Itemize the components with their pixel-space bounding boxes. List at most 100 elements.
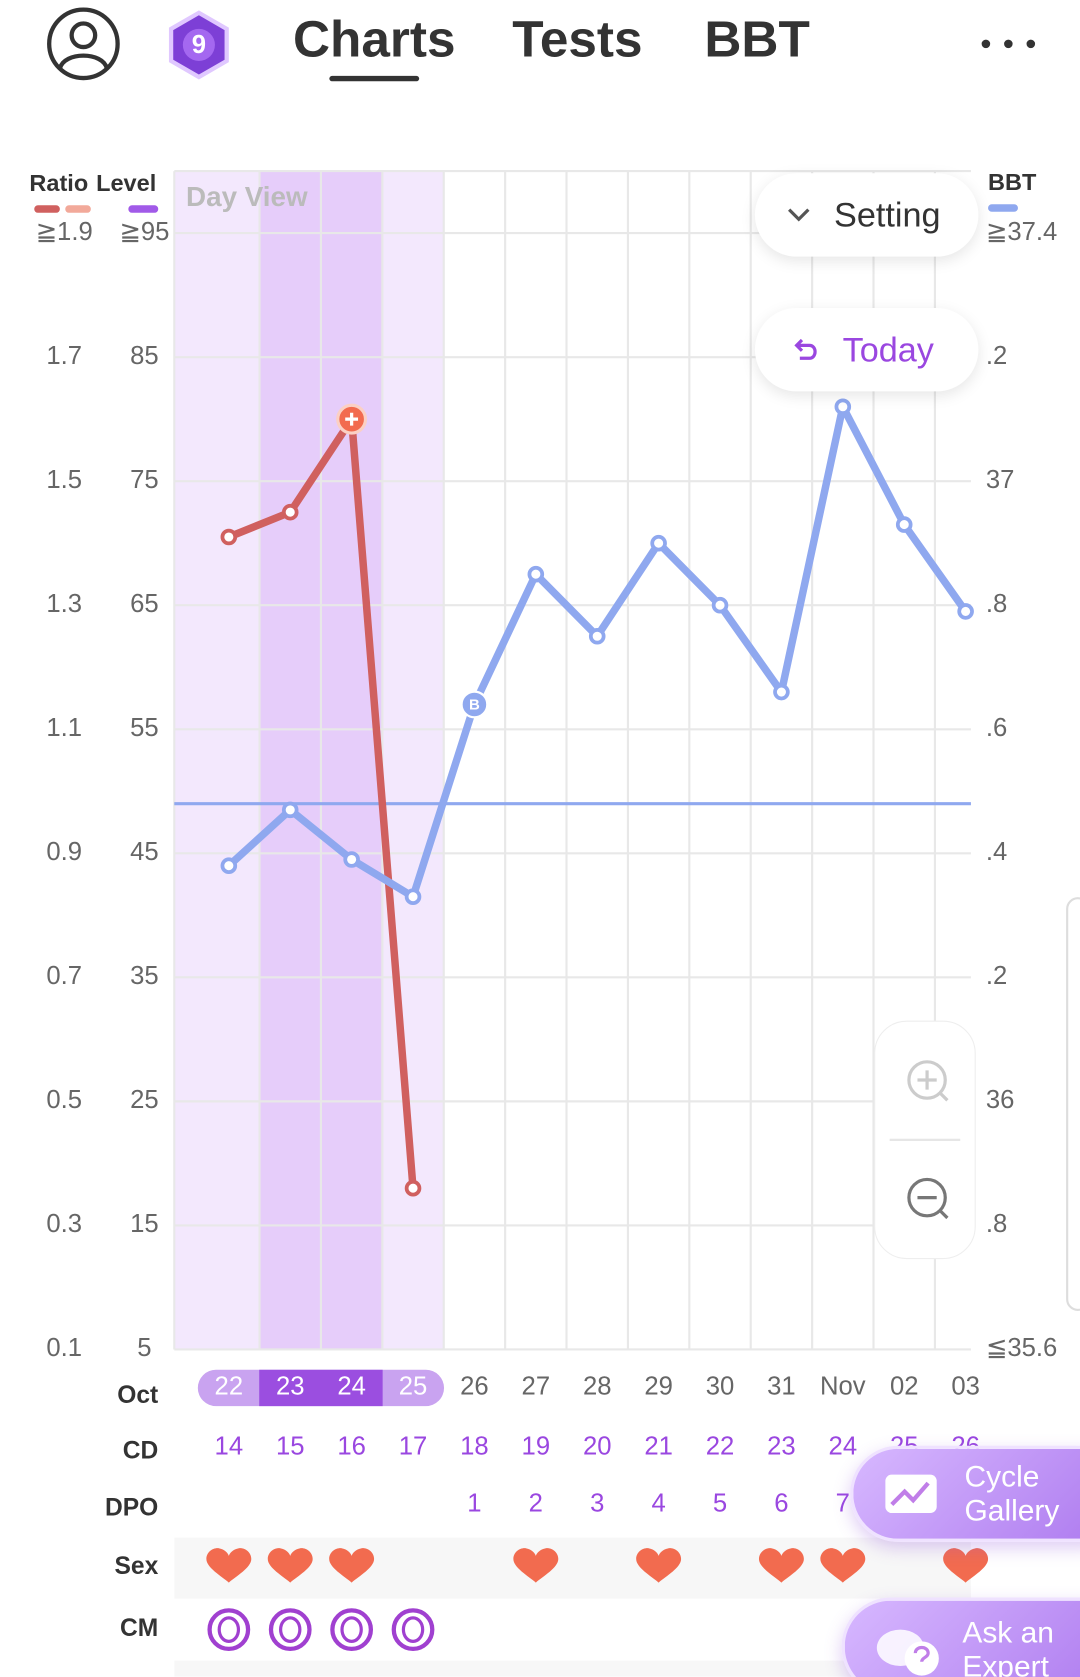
y2-tick-label: ≦35.6 <box>986 1334 1057 1362</box>
zoom-out[interactable] <box>907 1177 947 1218</box>
chart-title: Day View <box>186 181 308 212</box>
chevron-path <box>788 208 810 222</box>
row-value: 1 <box>467 1489 481 1517</box>
x-tick-label: 26 <box>460 1373 489 1401</box>
row-value: 19 <box>522 1433 551 1461</box>
badge-inner <box>182 28 215 61</box>
cycle-gallery-button[interactable]: Cycle Gallery <box>850 1445 1080 1542</box>
level-tick-label: 35 <box>130 962 159 990</box>
x-tick-label: 24 <box>337 1373 366 1401</box>
row-value: 6 <box>774 1489 788 1517</box>
row-value: 4 <box>651 1489 665 1517</box>
gallery-icon <box>885 1474 937 1514</box>
ask-expert-button[interactable]: Ask an Expert <box>841 1597 1080 1677</box>
question-mark <box>913 1645 930 1662</box>
row-value: 22 <box>706 1433 735 1461</box>
setting-button[interactable]: Setting <box>754 173 979 257</box>
level-tick-label: 5 <box>137 1334 151 1362</box>
x-tick-label: Nov <box>820 1373 866 1401</box>
y2-tick-label: .2 <box>986 342 1007 370</box>
row-label: Oct <box>117 1382 158 1409</box>
row-value: 24 <box>829 1433 858 1461</box>
chat-icon <box>876 1629 939 1676</box>
data-point <box>834 398 852 416</box>
y-tick-label: 1.1 <box>46 714 82 742</box>
level-tick-label: 65 <box>130 590 159 618</box>
heart <box>267 1548 313 1583</box>
ask-expert-label: Ask an Expert <box>962 1615 1054 1677</box>
cm-icon-inner <box>279 1616 302 1643</box>
row-value: 23 <box>767 1433 796 1461</box>
row-label: CM <box>120 1615 158 1642</box>
x-tick-label: 30 <box>706 1373 735 1401</box>
data-point <box>773 683 790 701</box>
cm-row-bg <box>174 1660 971 1677</box>
data-point <box>220 528 238 546</box>
avatar-head <box>69 21 98 50</box>
avatar[interactable] <box>47 7 120 81</box>
row-label: CD <box>123 1438 159 1465</box>
zoom-out-icon <box>917 1196 949 1220</box>
date-pill-peak <box>259 1369 383 1407</box>
cm-icon-inner <box>340 1616 363 1643</box>
side-handle[interactable] <box>1066 897 1080 1311</box>
today-label: Today <box>842 329 934 369</box>
level-tick-label: 25 <box>130 1086 159 1114</box>
data-point <box>404 1179 422 1197</box>
x-tick-label: 03 <box>951 1373 980 1401</box>
y-tick-label: 0.1 <box>46 1334 82 1362</box>
tabs: Charts Tests BBT <box>293 10 810 82</box>
x-tick-label: 31 <box>767 1373 796 1401</box>
cm-icon-inner <box>401 1616 425 1643</box>
row-value: 18 <box>460 1433 489 1461</box>
data-point <box>404 888 422 906</box>
row-value: 2 <box>529 1489 543 1517</box>
y-tick-label: ≧1.9 <box>36 218 93 246</box>
y-tick-label: 1.7 <box>46 342 82 370</box>
data-point <box>281 801 299 819</box>
tab[interactable]: BBT <box>704 10 809 67</box>
heart <box>636 1548 682 1583</box>
x-tick-label: 29 <box>644 1373 673 1401</box>
row-value: 17 <box>399 1433 428 1461</box>
back-icon-path <box>794 338 817 360</box>
level-tick-label: 85 <box>130 342 159 370</box>
tab[interactable]: Tests <box>512 10 642 67</box>
data-point <box>650 534 667 552</box>
y2-tick-label: .8 <box>986 590 1007 618</box>
data-point <box>281 503 299 521</box>
row-value: 20 <box>583 1433 612 1461</box>
level-tick-label: 45 <box>130 838 159 866</box>
y-tick-label: 0.7 <box>46 962 82 990</box>
menu-dot[interactable] <box>981 39 991 49</box>
menu-dot[interactable] <box>1026 39 1036 49</box>
heart <box>329 1548 375 1583</box>
setting-label: Setting <box>834 195 941 234</box>
data-point <box>343 851 360 868</box>
row-value: 5 <box>713 1489 727 1517</box>
zoom-in[interactable] <box>907 1060 947 1100</box>
level-axis-label: Level <box>96 170 156 196</box>
y2-tick-label: .2 <box>986 962 1007 990</box>
heart <box>820 1548 866 1583</box>
tab[interactable]: Charts <box>293 10 456 67</box>
edge-mask <box>1077 0 1080 1677</box>
gallery-frame <box>885 1474 937 1514</box>
row-value: 21 <box>644 1433 673 1461</box>
y-tick-label: 1.3 <box>46 590 82 618</box>
header: 9 <box>47 7 1036 81</box>
badge-number: 9 <box>192 31 206 59</box>
data-point <box>220 857 238 874</box>
avatar-body <box>57 53 110 70</box>
cm-icon <box>207 1608 251 1651</box>
menu-dot[interactable] <box>1004 39 1013 49</box>
zoom <box>874 1020 976 1260</box>
today-button[interactable]: Today <box>754 307 979 392</box>
row-value: 16 <box>337 1433 366 1461</box>
y2-tick-label: ≧37.4 <box>986 218 1057 246</box>
y2-tick-label: .8 <box>986 1210 1007 1238</box>
heart <box>943 1548 989 1583</box>
y2-tick-label: 36 <box>986 1086 1015 1114</box>
y2-tick-label: .4 <box>986 838 1007 866</box>
back-icon <box>794 338 817 360</box>
